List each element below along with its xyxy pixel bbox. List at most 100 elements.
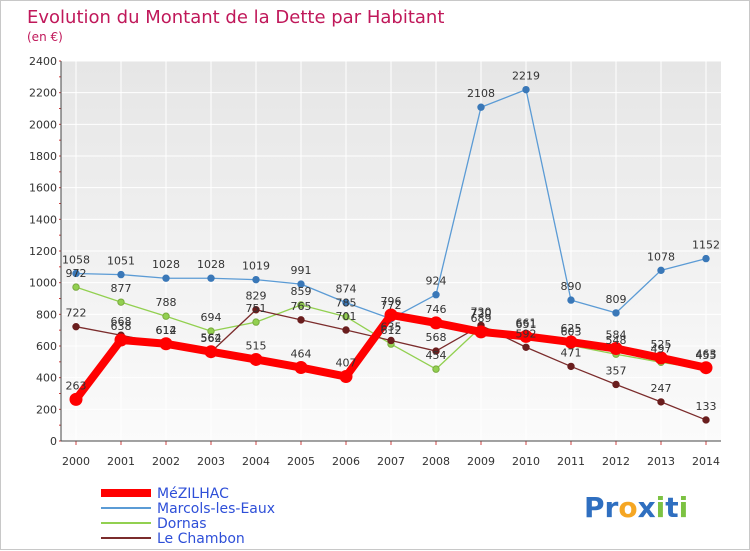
y-tick-label: 1000 [29, 277, 57, 290]
data-point-marcols-les-eaux [72, 269, 80, 278]
data-point-m-zilhac [114, 333, 128, 347]
data-label-le-chambon: 668 [111, 315, 132, 328]
data-point-marcols-les-eaux [567, 296, 575, 304]
data-point-marcols-les-eaux [207, 274, 215, 282]
data-point-marcols-les-eaux [117, 270, 125, 279]
legend-label-m-zilhac: MéZILHAC [157, 486, 229, 502]
y-tick-label: 1400 [29, 213, 57, 226]
data-label-marcols-les-eaux: 1028 [152, 258, 180, 271]
data-label-m-zilhac: 515 [246, 339, 267, 352]
chart-subtitle: (en €) [27, 30, 63, 44]
data-point-marcols-les-eaux [522, 85, 530, 94]
data-label-le-chambon: 471 [561, 346, 582, 359]
data-point-m-zilhac [69, 392, 83, 406]
logo-letter: o [618, 491, 637, 524]
axes: 0 200 400 600 800 1000 1200 1400 1600 1800 2000 220… [29, 55, 721, 468]
data-label-marcols-les-eaux: 2108 [467, 87, 495, 100]
data-label-m-zilhac: 464 [291, 348, 312, 361]
data-point-m-zilhac [159, 337, 173, 351]
data-point-le-chambon [72, 322, 80, 331]
logo-letter: P [584, 491, 605, 524]
x-tick-label: 2013 [647, 455, 675, 468]
data-point-m-zilhac [564, 335, 578, 349]
data-point-le-chambon [612, 380, 620, 389]
data-label-dornas: 788 [156, 296, 177, 309]
data-point-m-zilhac [474, 325, 488, 339]
data-point-dornas [432, 365, 440, 373]
data-label-le-chambon: 722 [66, 307, 87, 320]
data-label-m-zilhac: 564 [201, 332, 222, 345]
y-tick-label: 1200 [29, 245, 57, 258]
data-point-m-zilhac [609, 342, 623, 356]
data-point-dornas [162, 312, 170, 320]
data-label-le-chambon: 562 [201, 332, 222, 345]
data-label-le-chambon: 635 [381, 320, 402, 333]
data-label-marcols-les-eaux: 1051 [107, 255, 135, 268]
data-point-m-zilhac [699, 361, 713, 375]
data-label-dornas: 603 [561, 326, 582, 339]
x-tick-label: 2000 [62, 455, 90, 468]
data-label-marcols-les-eaux: 772 [381, 299, 402, 312]
data-point-marcols-les-eaux [612, 309, 620, 317]
x-tick-label: 2014 [692, 455, 720, 468]
legend-label-marcols-les-eaux: Marcols-les-Eaux [157, 501, 275, 517]
data-point-m-zilhac [519, 329, 533, 343]
y-tick-label: 0 [50, 435, 57, 448]
data-label-dornas: 859 [291, 285, 312, 298]
data-point-le-chambon [387, 336, 395, 345]
data-point-dornas [117, 298, 125, 306]
data-label-marcols-les-eaux: 1028 [197, 258, 225, 271]
series-group [69, 85, 713, 424]
data-label-dornas: 720 [471, 307, 492, 320]
data-label-marcols-les-eaux: 1152 [692, 239, 720, 252]
data-point-m-zilhac [339, 370, 353, 384]
x-tick-label: 2005 [287, 455, 315, 468]
data-point-le-chambon [702, 416, 710, 424]
chart-title: Evolution du Montant de la Dette par Hab… [27, 7, 444, 28]
data-label-m-zilhac: 263 [66, 379, 87, 392]
proxiti-logo: Proxiti [584, 491, 688, 524]
x-tick-label: 2011 [557, 455, 585, 468]
data-point-marcols-les-eaux [297, 280, 305, 288]
logo-letter: t [665, 491, 678, 524]
data-label-dornas: 548 [606, 334, 627, 347]
legend-label-le-chambon: Le Chambon [157, 531, 245, 547]
data-label-dornas: 612 [381, 324, 402, 337]
logo-letter: i [679, 491, 689, 524]
x-tick-label: 2001 [107, 455, 135, 468]
data-label-marcols-les-eaux: 890 [561, 280, 582, 293]
y-tick-label: 800 [36, 308, 57, 321]
y-tick-label: 2200 [29, 87, 57, 100]
x-tick-label: 2002 [152, 455, 180, 468]
data-label-le-chambon: 829 [246, 290, 267, 303]
data-label-m-zilhac: 689 [471, 312, 492, 325]
data-point-marcols-les-eaux [252, 275, 260, 284]
data-point-le-chambon [252, 306, 260, 314]
data-label-m-zilhac: 463 [696, 348, 717, 361]
data-label-dornas: 497 [651, 342, 672, 355]
data-label-m-zilhac: 525 [651, 338, 672, 351]
x-tick-label: 2012 [602, 455, 630, 468]
data-point-dornas [252, 318, 260, 326]
data-label-m-zilhac: 614 [156, 324, 177, 337]
data-point-le-chambon [567, 362, 575, 371]
data-label-m-zilhac: 746 [426, 303, 447, 316]
y-tick-label: 2000 [29, 118, 57, 131]
x-tick-label: 2010 [512, 455, 540, 468]
data-label-marcols-les-eaux: 1078 [647, 250, 675, 263]
data-label-marcols-les-eaux: 2219 [512, 70, 540, 83]
data-point-le-chambon [522, 343, 530, 351]
data-label-dornas: 877 [111, 282, 132, 295]
data-label-marcols-les-eaux: 991 [291, 264, 312, 277]
data-labels: 1058 1051 1028 1028 1019 991 874 772 924 2108 2219… [62, 70, 720, 413]
data-label-m-zilhac: 638 [111, 320, 132, 333]
data-label-dornas: 751 [246, 302, 267, 315]
data-label-le-chambon: 357 [606, 364, 627, 377]
data-label-marcols-les-eaux: 1058 [62, 253, 90, 266]
data-label-dornas: 785 [336, 297, 357, 310]
x-tick-label: 2004 [242, 455, 270, 468]
data-label-le-chambon: 701 [336, 310, 357, 323]
data-label-marcols-les-eaux: 924 [426, 275, 447, 288]
data-label-m-zilhac: 584 [606, 329, 627, 342]
